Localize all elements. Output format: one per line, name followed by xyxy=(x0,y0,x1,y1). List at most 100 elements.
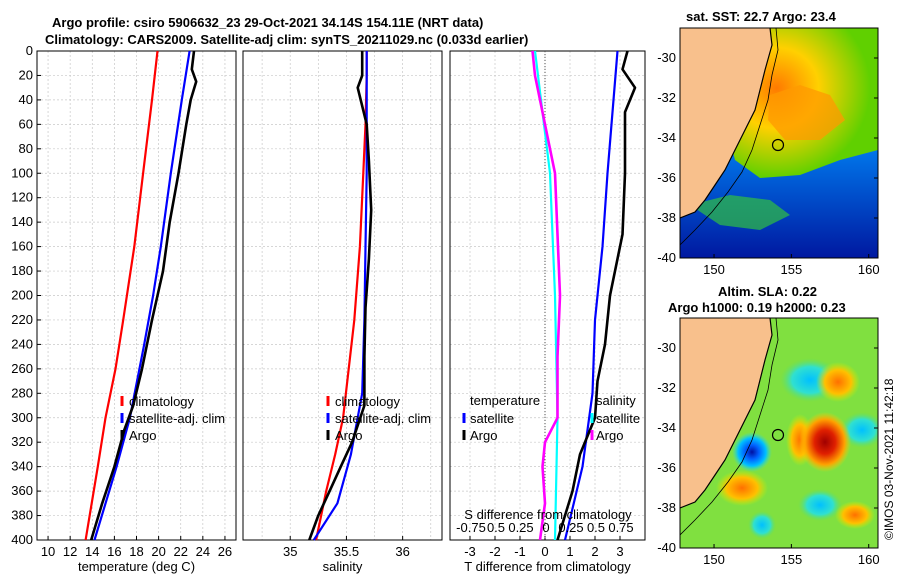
secondary-x-tick-label: 0.5 xyxy=(487,520,505,535)
legend-label: Argo xyxy=(470,428,497,443)
series-line-climatology xyxy=(84,50,159,541)
map-y-tick-label: -32 xyxy=(657,380,676,395)
secondary-x-tick-label: 0.5 xyxy=(587,520,605,535)
x-tick-label: 3 xyxy=(616,544,623,559)
y-tick-label: 260 xyxy=(11,361,33,376)
x-tick-label: 20 xyxy=(151,544,165,559)
map-x-tick-label: 160 xyxy=(858,262,880,277)
secondary-x-tick-label: 0 xyxy=(542,520,549,535)
series-line-temperature-satellite xyxy=(563,50,619,541)
sla-map-title-line1: Altim. SLA: 0.22 xyxy=(718,284,817,299)
x-tick-label: 1 xyxy=(566,544,573,559)
legend-label: climatology xyxy=(129,394,195,409)
x-axis-label-sal: salinity xyxy=(323,559,363,574)
series-line-argo xyxy=(89,50,198,541)
x-tick-label: -1 xyxy=(514,544,526,559)
y-tick-label: 20 xyxy=(19,67,33,82)
secondary-x-tick-label: 0.75 xyxy=(608,520,633,535)
legend-title-salinity: salinity xyxy=(596,393,636,408)
series-line-satellite-adj-clim xyxy=(93,50,191,541)
x-tick-label: 35 xyxy=(283,544,297,559)
y-tick-label: 280 xyxy=(11,385,33,400)
plot-frame-diff xyxy=(449,50,646,541)
x-tick-label: 10 xyxy=(41,544,55,559)
series-line-temperature-argo xyxy=(556,50,637,541)
x-axis-label-temp: temperature (deg C) xyxy=(78,559,195,574)
sst-coastline xyxy=(680,28,773,219)
map-y-tick-label: -38 xyxy=(657,500,676,515)
sst-argo-position-marker xyxy=(771,138,785,152)
sst-map xyxy=(680,28,878,258)
plot-frame-sal xyxy=(242,50,443,541)
sla-eddy-red xyxy=(799,412,851,472)
map-y-tick-label: -34 xyxy=(657,420,676,435)
sla-argo-position-marker xyxy=(771,428,785,442)
y-tick-label: 340 xyxy=(11,459,33,474)
x-tick-label: 36 xyxy=(395,544,409,559)
secondary-x-tick-label: 0.25 xyxy=(508,520,533,535)
map-x-tick-label: 160 xyxy=(858,552,880,567)
x-axis-label-diff: T difference from climatology xyxy=(464,559,631,574)
x-tick-label: 22 xyxy=(173,544,187,559)
sla-land xyxy=(680,318,772,508)
y-tick-label: 400 xyxy=(11,532,33,547)
map-x-tick-label: 155 xyxy=(781,262,803,277)
series-line-argo xyxy=(308,51,373,541)
map-y-tick-label: -40 xyxy=(657,540,676,555)
figure-title-line2: Climatology: CARS2009. Satellite-adj cli… xyxy=(45,32,529,47)
map-x-tick-label: 155 xyxy=(781,552,803,567)
map-y-tick-label: -36 xyxy=(657,170,676,185)
x-tick-label: 0 xyxy=(541,544,548,559)
sla-bathymetry-contour xyxy=(680,318,779,536)
x-tick-label: 16 xyxy=(107,544,121,559)
sst-map-frame xyxy=(679,27,879,259)
sst-map-title: sat. SST: 22.7 Argo: 23.4 xyxy=(686,9,836,24)
x-tick-label: -2 xyxy=(489,544,501,559)
y-tick-label: 60 xyxy=(19,116,33,131)
sla-map xyxy=(680,318,878,548)
y-tick-label: 200 xyxy=(11,288,33,303)
y-tick-label: 100 xyxy=(11,165,33,180)
series-line-salinity-argo xyxy=(531,50,562,541)
y-tick-label: 0 xyxy=(26,43,33,58)
y-tick-label: 160 xyxy=(11,239,33,254)
map-x-tick-label: 150 xyxy=(703,552,725,567)
map-y-tick-label: -36 xyxy=(657,460,676,475)
legend-label: satellite xyxy=(596,411,640,426)
legend-label: climatology xyxy=(335,394,401,409)
y-tick-label: 40 xyxy=(19,92,33,107)
y-tick-label: 360 xyxy=(11,483,33,498)
sla-map-frame xyxy=(679,317,879,549)
figure-title-line1: Argo profile: csiro 5906632_23 29-Oct-20… xyxy=(52,15,484,30)
y-tick-label: 180 xyxy=(11,263,33,278)
sla-eddy-orange-north xyxy=(816,362,860,402)
y-tick-label: 120 xyxy=(11,190,33,205)
legend-label: Argo xyxy=(596,428,623,443)
sst-cool-green-patch xyxy=(690,195,790,230)
sst-land xyxy=(680,28,772,218)
legend-title-temperature: temperature xyxy=(470,393,540,408)
map-y-tick-label: -34 xyxy=(657,130,676,145)
sla-map-title-line2: Argo h1000: 0.19 h2000: 0.23 xyxy=(668,300,846,315)
secondary-x-tick-label: -0.75 xyxy=(456,520,486,535)
map-y-tick-label: -30 xyxy=(657,50,676,65)
series-line-salinity-satellite xyxy=(533,50,559,541)
map-x-tick-label: 150 xyxy=(703,262,725,277)
x-tick-label: 24 xyxy=(196,544,210,559)
y-tick-label: 140 xyxy=(11,214,33,229)
y-tick-label: 320 xyxy=(11,434,33,449)
y-tick-label: 220 xyxy=(11,312,33,327)
y-tick-label: 300 xyxy=(11,410,33,425)
sla-eddy-cyan-south xyxy=(798,489,842,521)
legend-label: satellite xyxy=(470,411,514,426)
map-y-tick-label: -40 xyxy=(657,250,676,265)
sla-eddy-cyan-southwest xyxy=(748,511,776,539)
map-y-tick-label: -30 xyxy=(657,340,676,355)
y-tick-label: 240 xyxy=(11,336,33,351)
secondary-axis-label: S difference from climatology xyxy=(464,507,632,522)
legend-label: satellite-adj. clim xyxy=(335,411,431,426)
x-tick-label: 35.5 xyxy=(334,544,359,559)
x-tick-label: 12 xyxy=(63,544,77,559)
